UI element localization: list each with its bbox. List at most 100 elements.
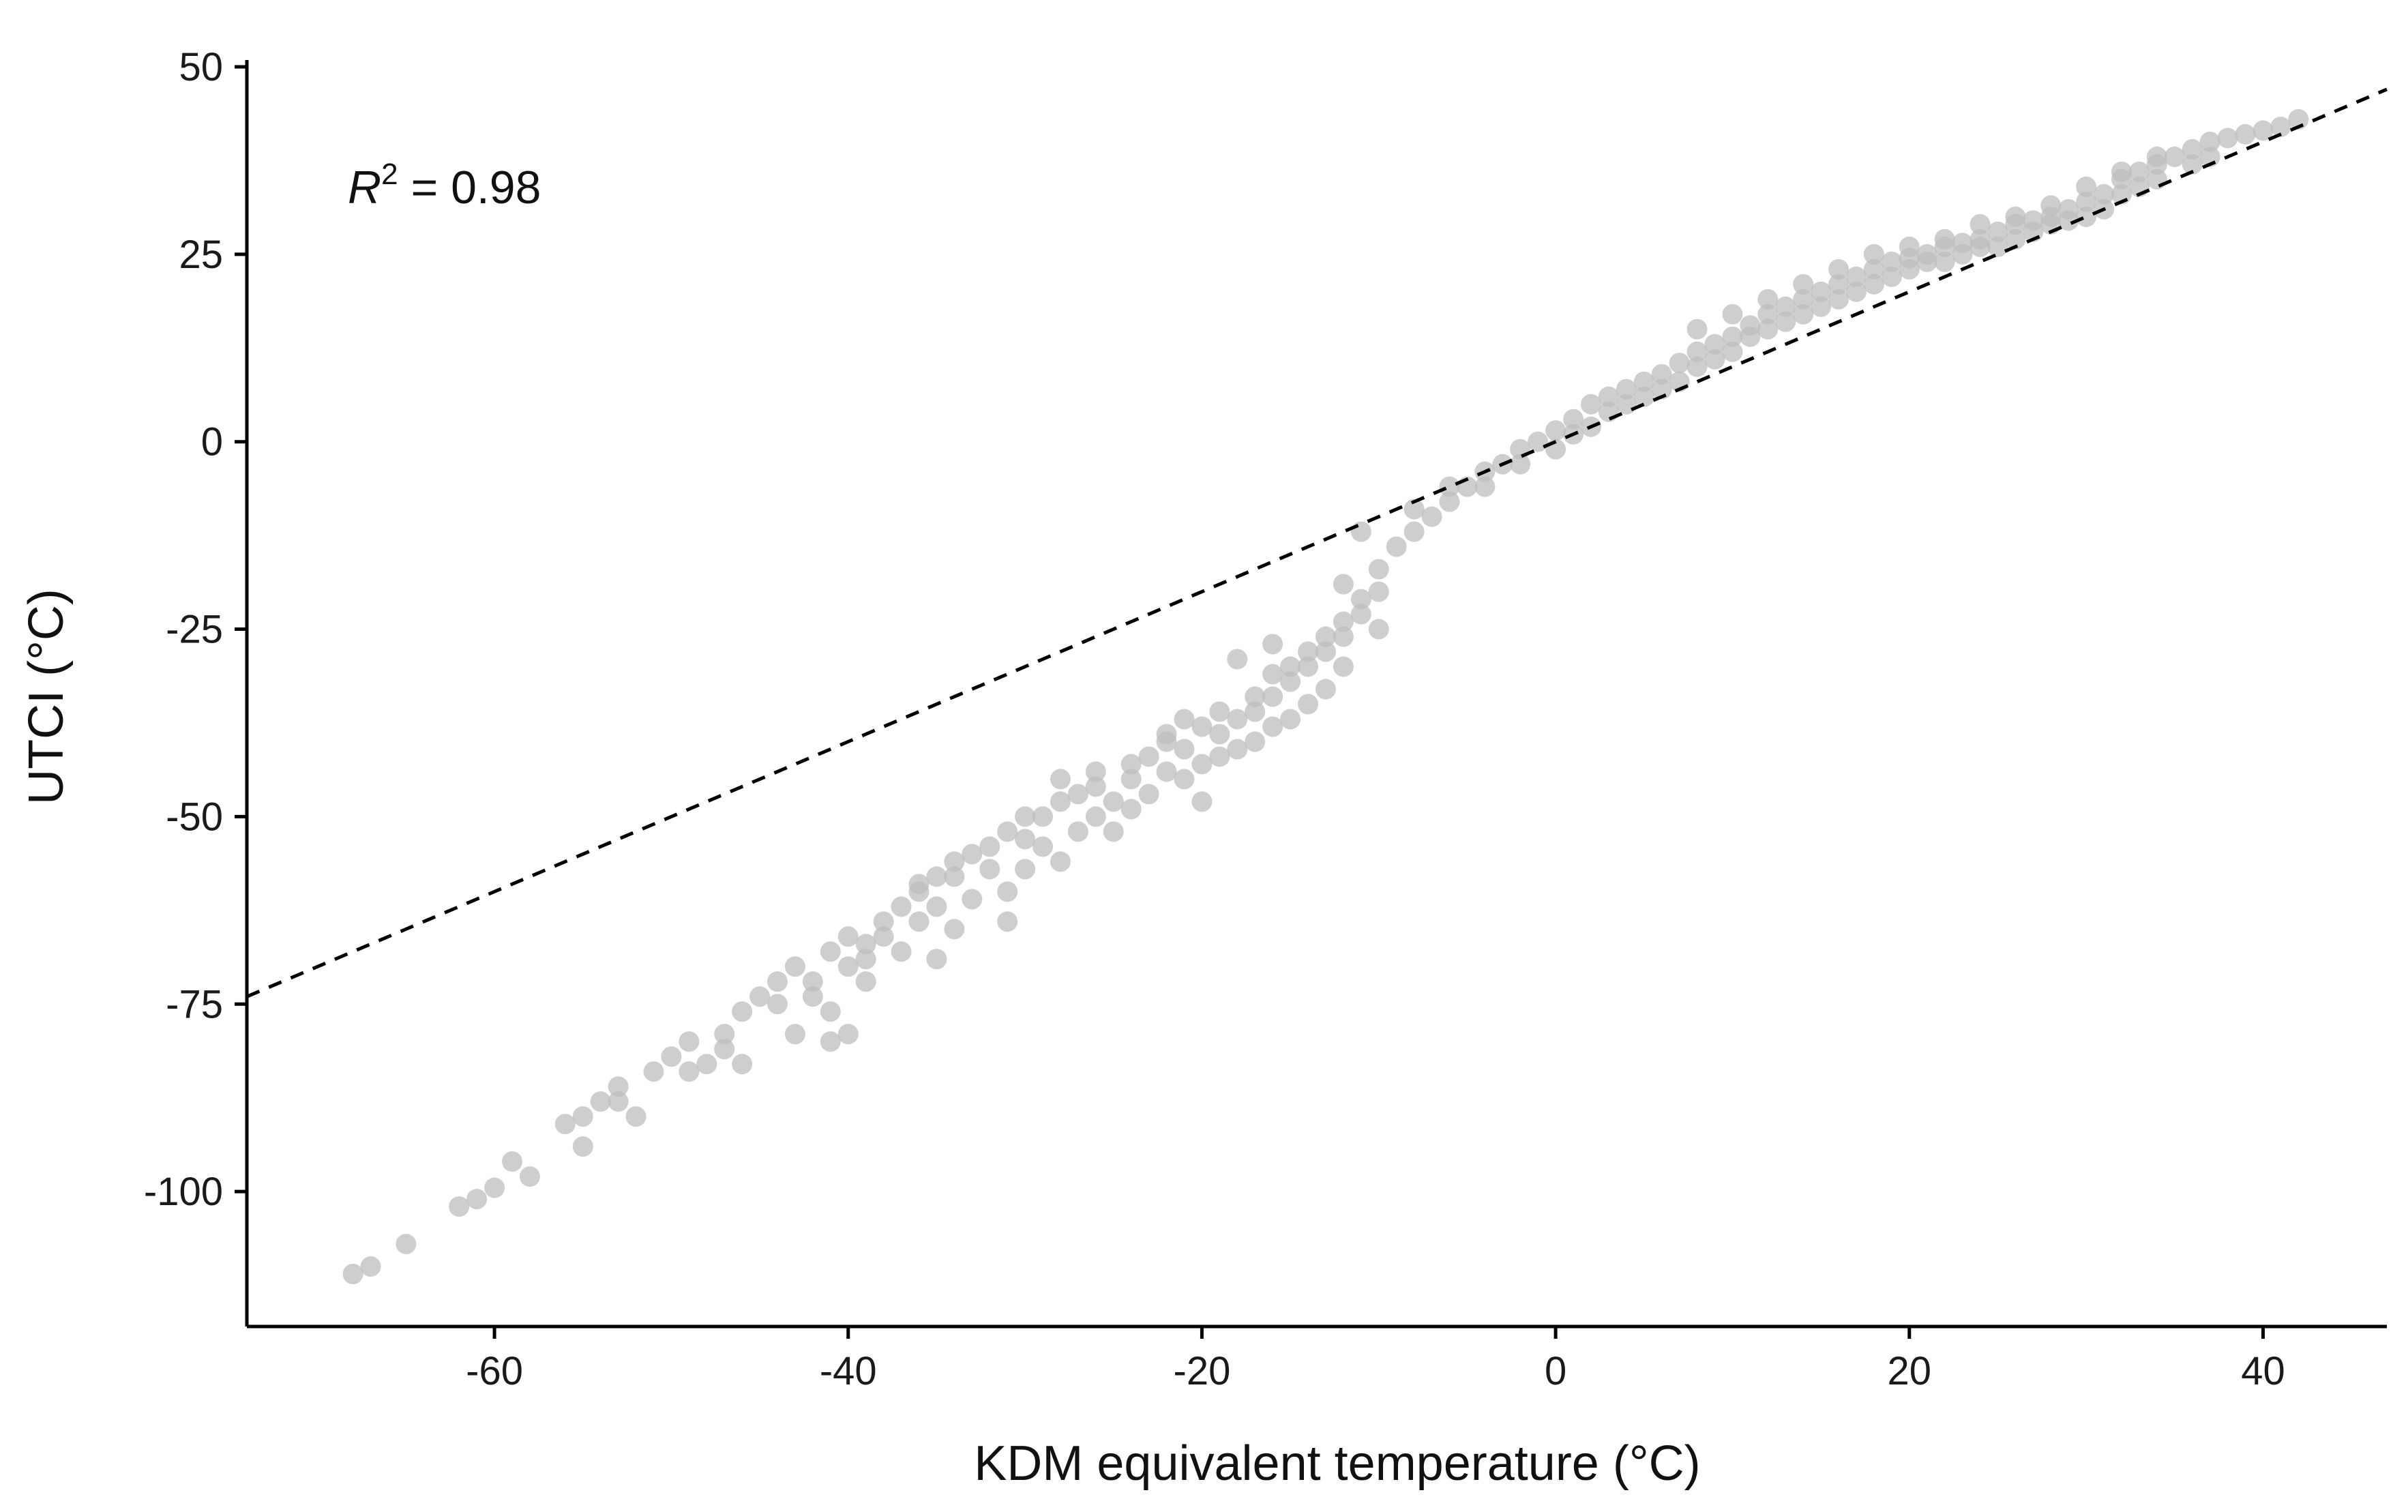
data-point [661,1046,682,1067]
data-point [2146,146,2167,167]
data-point [1969,236,1991,257]
data-point [1439,476,1460,497]
data-point [1987,221,2008,242]
data-point [1439,491,1460,512]
data-point [1704,349,1725,370]
data-point [449,1196,470,1217]
data-point [1863,273,1884,295]
data-point [2128,161,2150,182]
data-point [1686,356,1708,377]
data-point [1191,791,1213,812]
data-point [2235,123,2256,145]
data-point [1315,626,1336,647]
data-point [1103,791,1124,812]
data-point [1333,574,1354,595]
data-point [2217,128,2238,149]
data-point [1757,318,1779,340]
data-point [1863,243,1884,265]
data-point [1811,296,1832,317]
data-point [1227,739,1248,760]
data-point [2076,191,2097,212]
data-point [767,971,788,992]
data-point [1722,303,1743,325]
data-point [732,1001,753,1022]
data-point [2146,168,2167,190]
data-point [1421,506,1442,527]
data-point [926,866,947,887]
data-point [1881,251,1902,272]
data-point [1174,739,1195,760]
data-point [1845,266,1867,287]
x-tick-label: 40 [2241,1349,2285,1393]
data-point [962,844,983,865]
data-point [908,911,930,932]
data-point [1120,799,1142,820]
data-point [1120,769,1142,790]
data-point [572,1136,593,1157]
data-point [572,1106,593,1127]
data-point [1350,604,1371,625]
data-point [1050,791,1071,812]
data-points [342,108,2309,1285]
data-point [891,941,912,962]
data-point [802,986,823,1007]
y-tick-label: 25 [179,233,223,277]
data-point [1474,476,1496,497]
data-point [1156,724,1177,745]
data-point [1174,769,1195,790]
data-point [1969,213,1991,235]
data-point [360,1256,381,1277]
y-tick-label: -100 [144,1170,223,1214]
data-point [802,971,823,992]
data-point [1881,266,1902,287]
data-point [1085,806,1106,827]
data-point [1280,656,1301,677]
data-point [679,1061,700,1082]
data-point [1315,679,1336,700]
data-point [519,1166,540,1187]
data-point [944,866,965,887]
data-point [1298,641,1319,662]
data-point [1227,709,1248,730]
data-point [1704,333,1725,355]
data-point [1616,379,1637,400]
data-point [1015,806,1036,827]
r-squared-annotation: R2 = 0.98 [348,158,541,213]
data-point [1651,364,1672,385]
data-point [1262,634,1283,655]
data-point [1934,228,1955,250]
data-point [1191,716,1213,737]
data-point [1793,288,1814,310]
x-tick-label: -40 [820,1349,877,1393]
data-point [962,889,983,910]
data-point [1403,499,1425,520]
data-point [2058,210,2079,231]
data-point [554,1114,576,1135]
data-point [1545,420,1566,441]
data-point [1863,258,1884,280]
data-point [1067,821,1088,842]
data-point [466,1189,488,1210]
data-point [1209,746,1230,767]
r-superscript: 2 [381,158,398,191]
data-point [1262,686,1283,707]
data-point [1333,656,1354,677]
data-point [908,874,930,895]
data-point [1616,394,1637,415]
data-point [1368,581,1389,602]
data-point [1209,724,1230,745]
data-point [1386,536,1407,557]
data-point [997,821,1018,842]
data-point [979,859,1000,880]
data-point [1368,559,1389,580]
data-point [1298,656,1319,677]
data-point [1633,371,1654,392]
data-point [590,1091,611,1112]
x-axis-title: KDM equivalent temperature (°C) [974,1436,1700,1491]
data-point [1633,386,1654,407]
data-point [1085,776,1106,797]
data-point [1916,251,1937,272]
data-point [837,1024,859,1045]
data-point [1580,394,1601,415]
